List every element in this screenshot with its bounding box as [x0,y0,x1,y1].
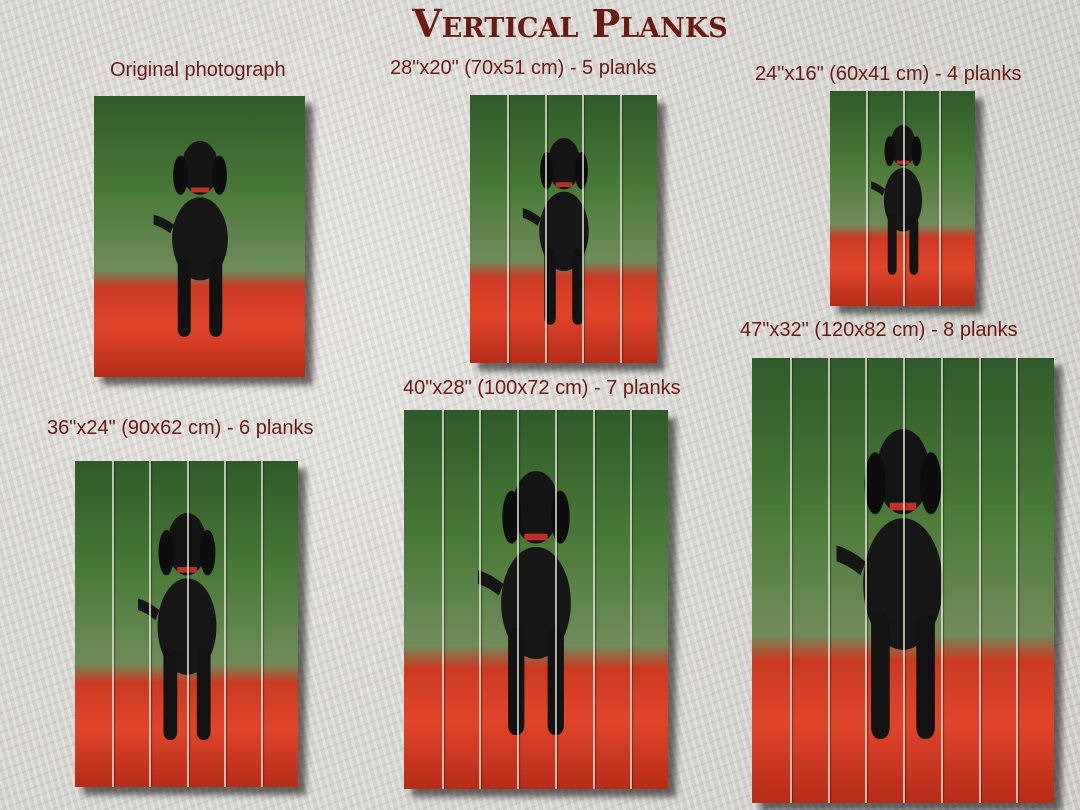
panel-5-planks [470,95,657,363]
plank-seam [938,91,941,306]
dog-image [114,140,246,349]
plank-seam [1016,358,1019,803]
plank-seam [866,91,869,306]
plank-seam [903,358,905,803]
plank-seam [940,358,943,803]
label-original: Original photograph [110,59,286,81]
plank-seam [223,461,226,787]
plank-seam [260,461,263,787]
plank-seams [75,461,298,787]
label-7-planks: 40"x28" (100x72 cm) - 7 planks [403,377,681,399]
panel-6-planks [75,461,298,787]
plank-seam [507,95,510,363]
plank-seam [592,410,595,789]
plank-seam [441,410,444,789]
plank-seam [149,461,152,787]
plank-seam [827,358,830,803]
panel-4-planks [830,91,975,306]
label-4-planks: 24"x16" (60x41 cm) - 4 planks [755,63,1022,85]
label-8-planks: 47"x32" (120x82 cm) - 8 planks [740,319,1018,341]
original-photo [94,96,305,377]
plank-seam [112,461,115,787]
label-5-planks: 28"x20" (70x51 cm) - 5 planks [390,57,657,79]
plank-seam [582,95,585,363]
plank-seam [978,358,981,803]
plank-seam [479,410,482,789]
plank-seams [752,358,1054,803]
panel-8-planks [752,358,1054,803]
plank-seam [544,95,547,363]
plank-seam [902,91,905,306]
plank-seams [830,91,975,306]
panel-7-planks [404,410,668,789]
plank-seam [630,410,633,789]
page-title: Vertical Planks [412,1,728,46]
plank-seams [404,410,668,789]
plank-seam [517,410,520,789]
plank-seam [619,95,622,363]
plank-seam [554,410,557,789]
plank-seam [865,358,868,803]
plank-seams [470,95,657,363]
plank-seam [186,461,189,787]
label-6-planks: 36"x24" (90x62 cm) - 6 planks [47,417,314,439]
plank-seam [789,358,792,803]
